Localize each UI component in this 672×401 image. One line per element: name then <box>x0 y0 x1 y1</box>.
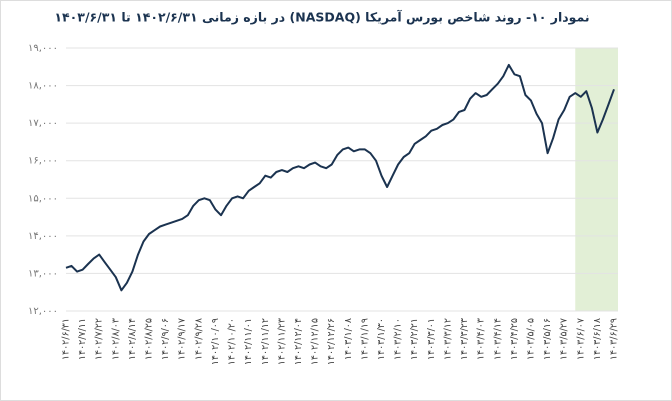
chart-title: نمودار ۱۰- روند شاخص بورس آمریکا (NASDAQ… <box>54 10 589 25</box>
x-tick-label: ۱۴۰۲/۱۱/۲۳ <box>276 318 287 365</box>
x-tick-label: ۱۴۰۳/۵/۰۵ <box>525 318 536 360</box>
y-tick-label: ۱۵,۰۰۰ <box>28 193 58 204</box>
x-tick-label: ۱۴۰۳/۶/۱۸ <box>592 318 603 360</box>
y-tick-label: ۱۴,۰۰۰ <box>28 231 58 242</box>
x-tick-label: ۱۴۰۲/۷/۲۲ <box>94 318 105 360</box>
y-tick-label: ۱۳,۰۰۰ <box>28 268 58 279</box>
x-tick-label: ۱۴۰۳/۳/۲۳ <box>459 318 470 360</box>
x-tick-label: ۱۴۰۳/۴/۲۵ <box>509 318 520 360</box>
x-tick-label: ۱۴۰۲/۸/۱۴ <box>127 318 138 360</box>
x-tick-label: ۱۴۰۲/۸/۰۳ <box>110 318 121 360</box>
x-tick-label: ۱۴۰۳/۳/۱۲ <box>442 318 453 360</box>
x-tick-label: ۱۴۰۳/۲/۱۰ <box>393 318 404 360</box>
x-tick-label: ۱۴۰۲/۷/۱۱ <box>77 318 88 360</box>
y-tick-label: ۱۲,۰۰۰ <box>28 306 58 317</box>
x-tick-label: ۱۴۰۲/۶/۳۱ <box>61 318 72 360</box>
x-tick-label: ۱۴۰۳/۱/۳۰ <box>376 318 387 360</box>
x-tick-label: ۱۴۰۲/۹/۲۸ <box>193 318 204 360</box>
y-tick-label: ۱۹,۰۰۰ <box>28 43 58 54</box>
x-tick-label: ۱۴۰۳/۴/۰۳ <box>476 318 487 360</box>
x-tick-label: ۱۴۰۲/۱۲/۰۴ <box>293 318 304 365</box>
x-tick-label: ۱۴۰۲/۱۰/۲۰ <box>227 318 238 365</box>
highlight-region <box>575 48 618 311</box>
x-tick-label: ۱۴۰۲/۱۲/۲۶ <box>326 318 337 365</box>
x-tick-label: ۱۴۰۳/۶/۰۷ <box>575 318 586 360</box>
x-tick-label: ۱۴۰۳/۴/۱۴ <box>492 318 503 360</box>
y-tick-label: ۱۶,۰۰۰ <box>28 156 58 167</box>
x-tick-label: ۱۴۰۳/۱/۰۸ <box>343 318 354 360</box>
x-tick-label: ۱۴۰۲/۱۱/۱۲ <box>260 318 271 365</box>
x-tick-label: ۱۴۰۲/۱۰/۰۹ <box>210 318 221 365</box>
y-tick-label: ۱۸,۰۰۰ <box>28 81 58 92</box>
y-tick-label: ۱۷,۰۰۰ <box>28 118 58 129</box>
x-tick-label: ۱۴۰۲/۸/۲۵ <box>144 318 155 360</box>
x-tick-label: ۱۴۰۲/۱۱/۰۱ <box>243 318 254 365</box>
x-tick-label: ۱۴۰۳/۱/۱۹ <box>359 318 370 360</box>
x-tick-label: ۱۴۰۲/۱۲/۱۵ <box>310 318 321 365</box>
x-tick-label: ۱۴۰۲/۹/۰۶ <box>160 318 171 360</box>
x-tick-label: ۱۴۰۲/۹/۱۷ <box>177 318 188 360</box>
data-line <box>65 63 615 292</box>
x-tick-label: ۱۴۰۳/۵/۲۷ <box>559 318 570 360</box>
x-tick-label: ۱۴۰۳/۵/۱۶ <box>542 318 553 360</box>
x-tick-label: ۱۴۰۳/۶/۲۹ <box>609 318 620 360</box>
x-tick-label: ۱۴۰۳/۳/۰۱ <box>426 318 437 360</box>
x-tick-label: ۱۴۰۳/۲/۲۱ <box>409 318 420 360</box>
